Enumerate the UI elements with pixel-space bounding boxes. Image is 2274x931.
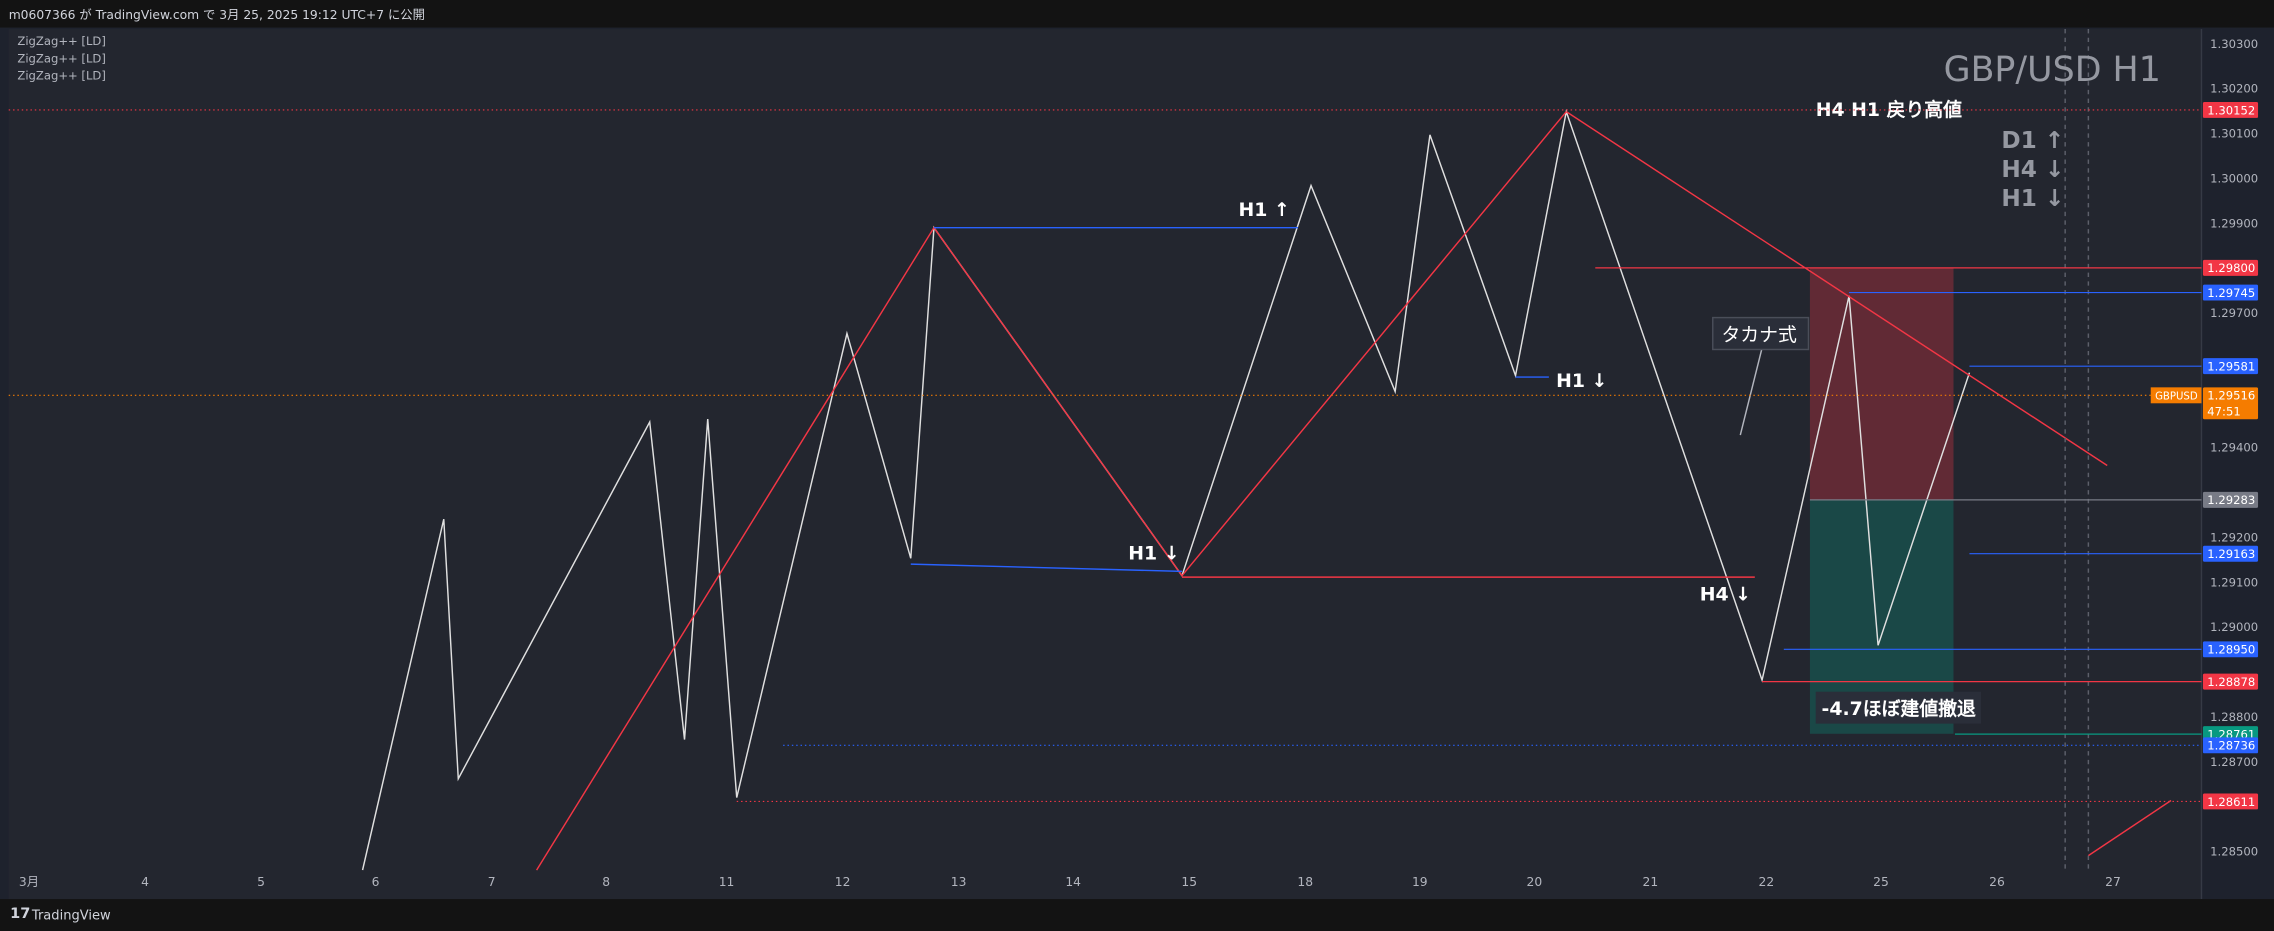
price-tag	[2202, 737, 2259, 754]
zigzag-red	[535, 111, 1567, 871]
level-line	[910, 563, 1182, 573]
trend-line	[2087, 799, 2172, 857]
price-tag-label: 1.29745	[2207, 286, 2255, 300]
annotation: H1 ↑	[1239, 200, 1290, 221]
price-tag	[2202, 641, 2259, 658]
price-tag-label: 1.29516	[2207, 389, 2255, 403]
annotation-box	[1712, 316, 1810, 351]
price-tag-label: 1.28878	[2207, 675, 2255, 689]
price-tick-label: 1.28800	[2210, 710, 2258, 724]
price-tick-label: 1.28700	[2210, 755, 2258, 769]
time-tick-label: 12	[835, 875, 851, 889]
symbol-tag	[2150, 387, 2202, 404]
time-tick-label: 3月	[19, 875, 39, 889]
price-tag-label: 1.30152	[2207, 103, 2255, 117]
time-tick-label: 27	[2105, 875, 2121, 889]
footer-logo: 𝟭𝟳	[10, 906, 30, 922]
price-tag-label: 1.28611	[2207, 795, 2255, 809]
price-tag-label: 1.29163	[2207, 547, 2255, 561]
stop-zone	[1809, 268, 1954, 501]
header-bar	[0, 0, 2274, 28]
chart-pane	[8, 29, 2202, 900]
price-tag-label: 1.29283	[2207, 493, 2255, 507]
annotation: D1 ↑	[2001, 127, 2064, 154]
time-tick-label: 15	[1181, 875, 1197, 889]
price-tag-label: 1.29581	[2207, 359, 2255, 373]
footer-text: TradingView	[31, 908, 111, 923]
annotation-box	[1815, 691, 1982, 724]
price-tick-label: 1.30200	[2210, 82, 2258, 96]
time-tick-label: 22	[1759, 875, 1775, 889]
price-tag	[2202, 793, 2259, 810]
price-tag-label: 1.29800	[2207, 261, 2255, 275]
price-tag	[2202, 387, 2259, 420]
annotation: H4 ↓	[2001, 156, 2064, 183]
price-tick-label: 1.30300	[2210, 37, 2258, 51]
symbol-label: GBPUSD	[2155, 392, 2198, 403]
annotation: H1 ↓	[1128, 544, 1179, 565]
price-tick-label: 1.29000	[2210, 620, 2258, 634]
time-tick-label: 13	[951, 875, 967, 889]
price-tick-label: 1.28500	[2210, 845, 2258, 859]
countdown: 47:51	[2207, 405, 2240, 419]
callout-line	[1739, 347, 1763, 436]
drawings	[361, 29, 2172, 871]
time-tick-label: 25	[1873, 875, 1889, 889]
time-tick-label: 26	[1989, 875, 2005, 889]
indicator-label: ZigZag++ [LD]	[17, 69, 105, 83]
price-tag	[2202, 259, 2259, 276]
time-tick-label: 21	[1643, 875, 1659, 889]
time-tick-label: 8	[602, 875, 610, 889]
indicators: ZigZag++ [LD] ZigZag++ [LD] ZigZag++ [LD…	[17, 34, 105, 83]
price-tick-label: 1.30000	[2210, 171, 2258, 185]
price-tick-label: 1.29700	[2210, 306, 2258, 320]
annotations: GBP/USD H1 H4 H1 戻り高値 D1 ↑ H4 ↓ H1 ↓ H1 …	[1128, 50, 2161, 724]
time-tick-label: 5	[257, 875, 265, 889]
price-tag	[2202, 101, 2259, 118]
trend-line	[1565, 111, 2108, 467]
time-tick-label: 4	[141, 875, 149, 889]
time-tick-label: 7	[488, 875, 496, 889]
time-tick-label: 19	[1412, 875, 1428, 889]
time-tick-label: 14	[1065, 875, 1081, 889]
price-tag-label: 1.28950	[2207, 643, 2255, 657]
price-tick-label: 1.29900	[2210, 216, 2258, 230]
price-tag	[2202, 545, 2259, 562]
annotation: H1 ↓	[2001, 185, 2064, 212]
annotation: -4.7ほぼ建値撤退	[1822, 697, 1976, 720]
annotation: H1 ↓	[1556, 371, 1607, 392]
time-tick-label: 11	[719, 875, 735, 889]
header-text: m0607366 が TradingView.com で 3月 25, 2025…	[9, 7, 425, 22]
chart-title: GBP/USD H1	[1944, 50, 2161, 90]
price-tick-label: 1.30100	[2210, 127, 2258, 141]
price-tag	[2202, 673, 2259, 690]
price-tick-label: 1.29100	[2210, 575, 2258, 589]
footer-bar	[0, 899, 2274, 931]
annotation: H4 ↓	[1700, 584, 1751, 605]
price-tag	[2202, 358, 2259, 375]
time-tick-label: 6	[372, 875, 380, 889]
time-tick-label: 18	[1297, 875, 1313, 889]
annotation: タカナ式	[1721, 324, 1797, 346]
price-tag-label: 1.28736	[2207, 739, 2255, 753]
price-tag	[2202, 491, 2259, 508]
price-tick-label: 1.29200	[2210, 530, 2258, 544]
indicator-label: ZigZag++ [LD]	[17, 51, 105, 65]
time-tick-label: 20	[1527, 875, 1543, 889]
indicator-label: ZigZag++ [LD]	[17, 34, 105, 48]
price-tag	[2202, 284, 2259, 301]
price-tick-label: 1.29400	[2210, 441, 2258, 455]
